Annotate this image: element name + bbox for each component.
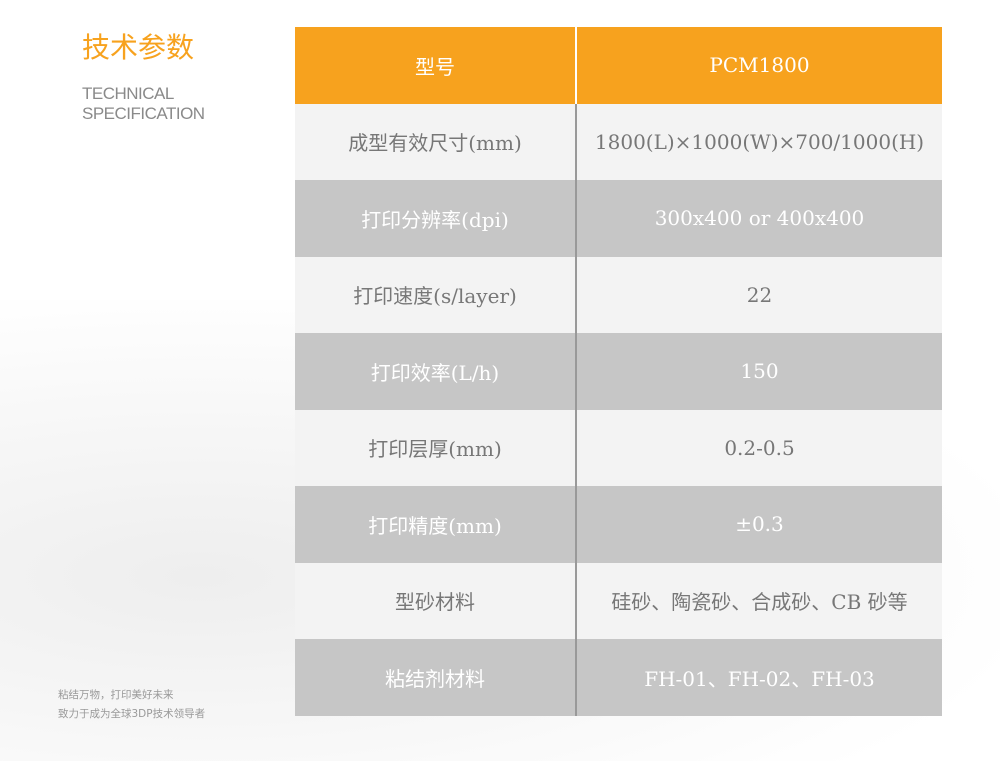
slogan-line: 致力于成为全球3DP技术领导者 — [58, 708, 206, 720]
value-cell: 22 — [576, 256, 942, 333]
header-cell: PCM1800 — [576, 27, 942, 104]
table-row: 打印效率(L/h) 150 — [295, 333, 942, 410]
table-row: 打印精度(mm) ±0.3 — [295, 486, 942, 563]
slogan: 粘结万物，打印美好未来致力于成为全球3DP技术领导者 — [58, 686, 205, 724]
subtitle-line: TECHNICAL — [82, 84, 174, 103]
value-cell: 300x400 or 400x400 — [576, 180, 942, 257]
label-cell: 打印层厚(mm) — [295, 409, 577, 486]
table-row: 打印分辨率(dpi) 300x400 or 400x400 — [295, 180, 942, 257]
label-cell: 粘结剂材料 — [295, 639, 577, 716]
value-cell: ±0.3 — [576, 486, 942, 563]
slogan-line: 粘结万物，打印美好未来 — [58, 689, 174, 701]
table-header: 型号 PCM1800 — [295, 27, 942, 104]
value-cell: FH-01、FH-02、FH-03 — [576, 639, 942, 716]
value-cell: 150 — [576, 333, 942, 410]
value-cell: 0.2-0.5 — [576, 409, 942, 486]
table-row: 打印速度(s/layer) 22 — [295, 256, 942, 333]
table-row: 打印层厚(mm) 0.2-0.5 — [295, 409, 942, 486]
table-row: 成型有效尺寸(mm) 1800(L)×1000(W)×700/1000(H) — [295, 103, 942, 180]
label-cell: 打印分辨率(dpi) — [295, 180, 577, 257]
table-row: 型砂材料 硅砂、陶瓷砂、合成砂、CB 砂等 — [295, 562, 942, 639]
subtitle-line: SPECIFICATION — [82, 104, 205, 123]
label-cell: 打印效率(L/h) — [295, 333, 577, 410]
label-cell: 打印精度(mm) — [295, 486, 577, 563]
value-cell: 硅砂、陶瓷砂、合成砂、CB 砂等 — [576, 562, 942, 639]
header-cell: 型号 — [295, 27, 577, 104]
spec-table: 型号 PCM1800 成型有效尺寸(mm) 1800(L)×1000(W)×700/… — [295, 27, 942, 716]
table-row: 粘结剂材料 FH-01、FH-02、FH-03 — [295, 639, 942, 716]
label-cell: 成型有效尺寸(mm) — [295, 103, 577, 180]
label-cell: 型砂材料 — [295, 562, 577, 639]
value-cell: 1800(L)×1000(W)×700/1000(H) — [576, 103, 942, 180]
page-title: 技术参数 — [82, 31, 195, 64]
label-cell: 打印速度(s/layer) — [295, 256, 577, 333]
page-subtitle: TECHNICAL SPECIFICATION — [82, 84, 205, 124]
